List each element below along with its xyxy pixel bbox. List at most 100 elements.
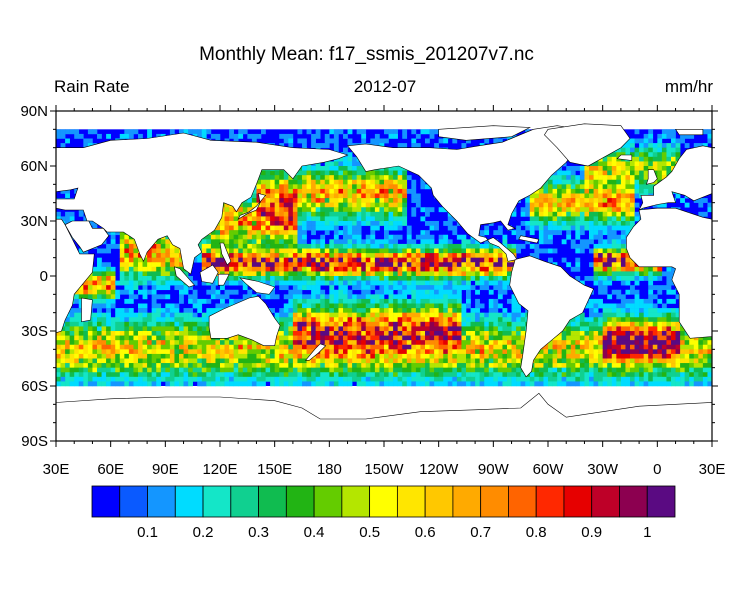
rain-cell [529,243,535,249]
rain-cell [393,276,398,281]
rain-cell [283,133,289,139]
rain-cell [657,298,663,304]
rain-cell [169,321,175,327]
rain-cell [151,312,157,318]
rain-cell [438,271,444,277]
rain-cell [179,129,184,135]
rain-cell [288,326,294,332]
rain-cell [297,207,303,213]
rain-cell [671,326,676,332]
rain-cell [324,166,330,171]
rain-cell [561,211,567,217]
rain-cell [261,225,266,231]
rain-cell [379,239,385,245]
rain-cell [393,166,398,171]
rain-cell [648,133,654,139]
rain-cell [251,230,257,236]
rain-cell [411,179,417,185]
rain-cell [666,298,672,304]
rain-cell [616,243,622,249]
rain-cell [370,298,376,304]
rain-cell [470,262,476,268]
rain-cell [630,198,635,203]
rain-cell [616,211,622,217]
rain-cell [142,266,148,272]
rain-cell [347,152,353,158]
rain-cell [356,257,362,263]
rain-cell [425,211,430,217]
rain-cell [602,248,608,254]
rain-cell [388,331,394,336]
rain-cell [557,202,562,208]
rain-cell [320,321,326,327]
rain-cell [333,317,339,323]
rain-cell [557,188,562,194]
rain-cell [497,280,503,286]
rain-cell [616,271,622,277]
rain-cell [333,239,339,245]
rain-cell [343,184,348,190]
rain-cell [74,331,80,336]
rain-cell [297,193,303,199]
rain-cell [634,280,640,286]
rain-cell [324,326,330,332]
rain-cell [165,285,171,291]
rain-cell [311,266,316,272]
rain-cell [329,340,335,346]
rain-cell [379,198,385,203]
rain-cell [247,211,253,217]
rain-cell [579,326,585,332]
rain-cell [502,308,508,313]
rain-cell [306,271,312,277]
rain-cell [174,276,180,281]
rain-cell [607,239,613,245]
rain-cell [666,326,672,332]
rain-cell [575,193,581,199]
rain-cell [611,225,617,231]
rain-cell [561,193,567,199]
rain-cell [484,331,490,336]
rain-cell [315,216,321,222]
rain-cell [566,262,572,268]
rain-cell [602,230,608,236]
rain-cell [347,166,353,171]
rain-cell [384,211,389,217]
rain-cell [133,248,139,254]
rain-cell [87,321,93,327]
rain-cell [598,335,603,341]
rain-cell [292,312,298,318]
rain-cell [265,248,271,254]
rain-cell [302,280,307,286]
rain-cell [456,340,462,346]
rain-cell [671,143,676,148]
rain-cell [128,331,134,336]
rain-cell [329,216,335,222]
rain-cell [279,211,285,217]
rain-cell [529,253,535,258]
rain-cell [393,243,398,249]
rain-cell [671,266,676,272]
rain-cell [648,321,654,327]
rain-cell [384,308,389,313]
rain-cell [78,285,84,291]
rain-cell [365,285,371,291]
rain-cell [133,335,139,341]
rain-cell [589,225,594,231]
rain-cell [411,321,417,327]
rain-cell [247,248,253,254]
rain-cell [374,271,380,277]
rain-cell [324,294,330,300]
rain-cell [575,188,581,194]
rain-cell [356,262,362,268]
rain-cell [133,280,139,286]
rain-cell [516,248,521,254]
rain-cell [384,239,389,245]
rain-cell [406,188,412,194]
rain-cell [607,262,613,268]
rain-cell [192,326,198,332]
rain-cell [675,308,681,313]
rain-cell [616,170,622,176]
rain-cell [315,298,321,304]
rain-cell [138,321,143,327]
rain-cell [630,262,635,268]
